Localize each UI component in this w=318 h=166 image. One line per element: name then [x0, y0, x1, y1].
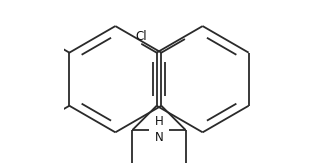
Text: N: N	[155, 131, 163, 144]
Text: Cl: Cl	[135, 30, 147, 43]
Text: H: H	[155, 115, 163, 128]
